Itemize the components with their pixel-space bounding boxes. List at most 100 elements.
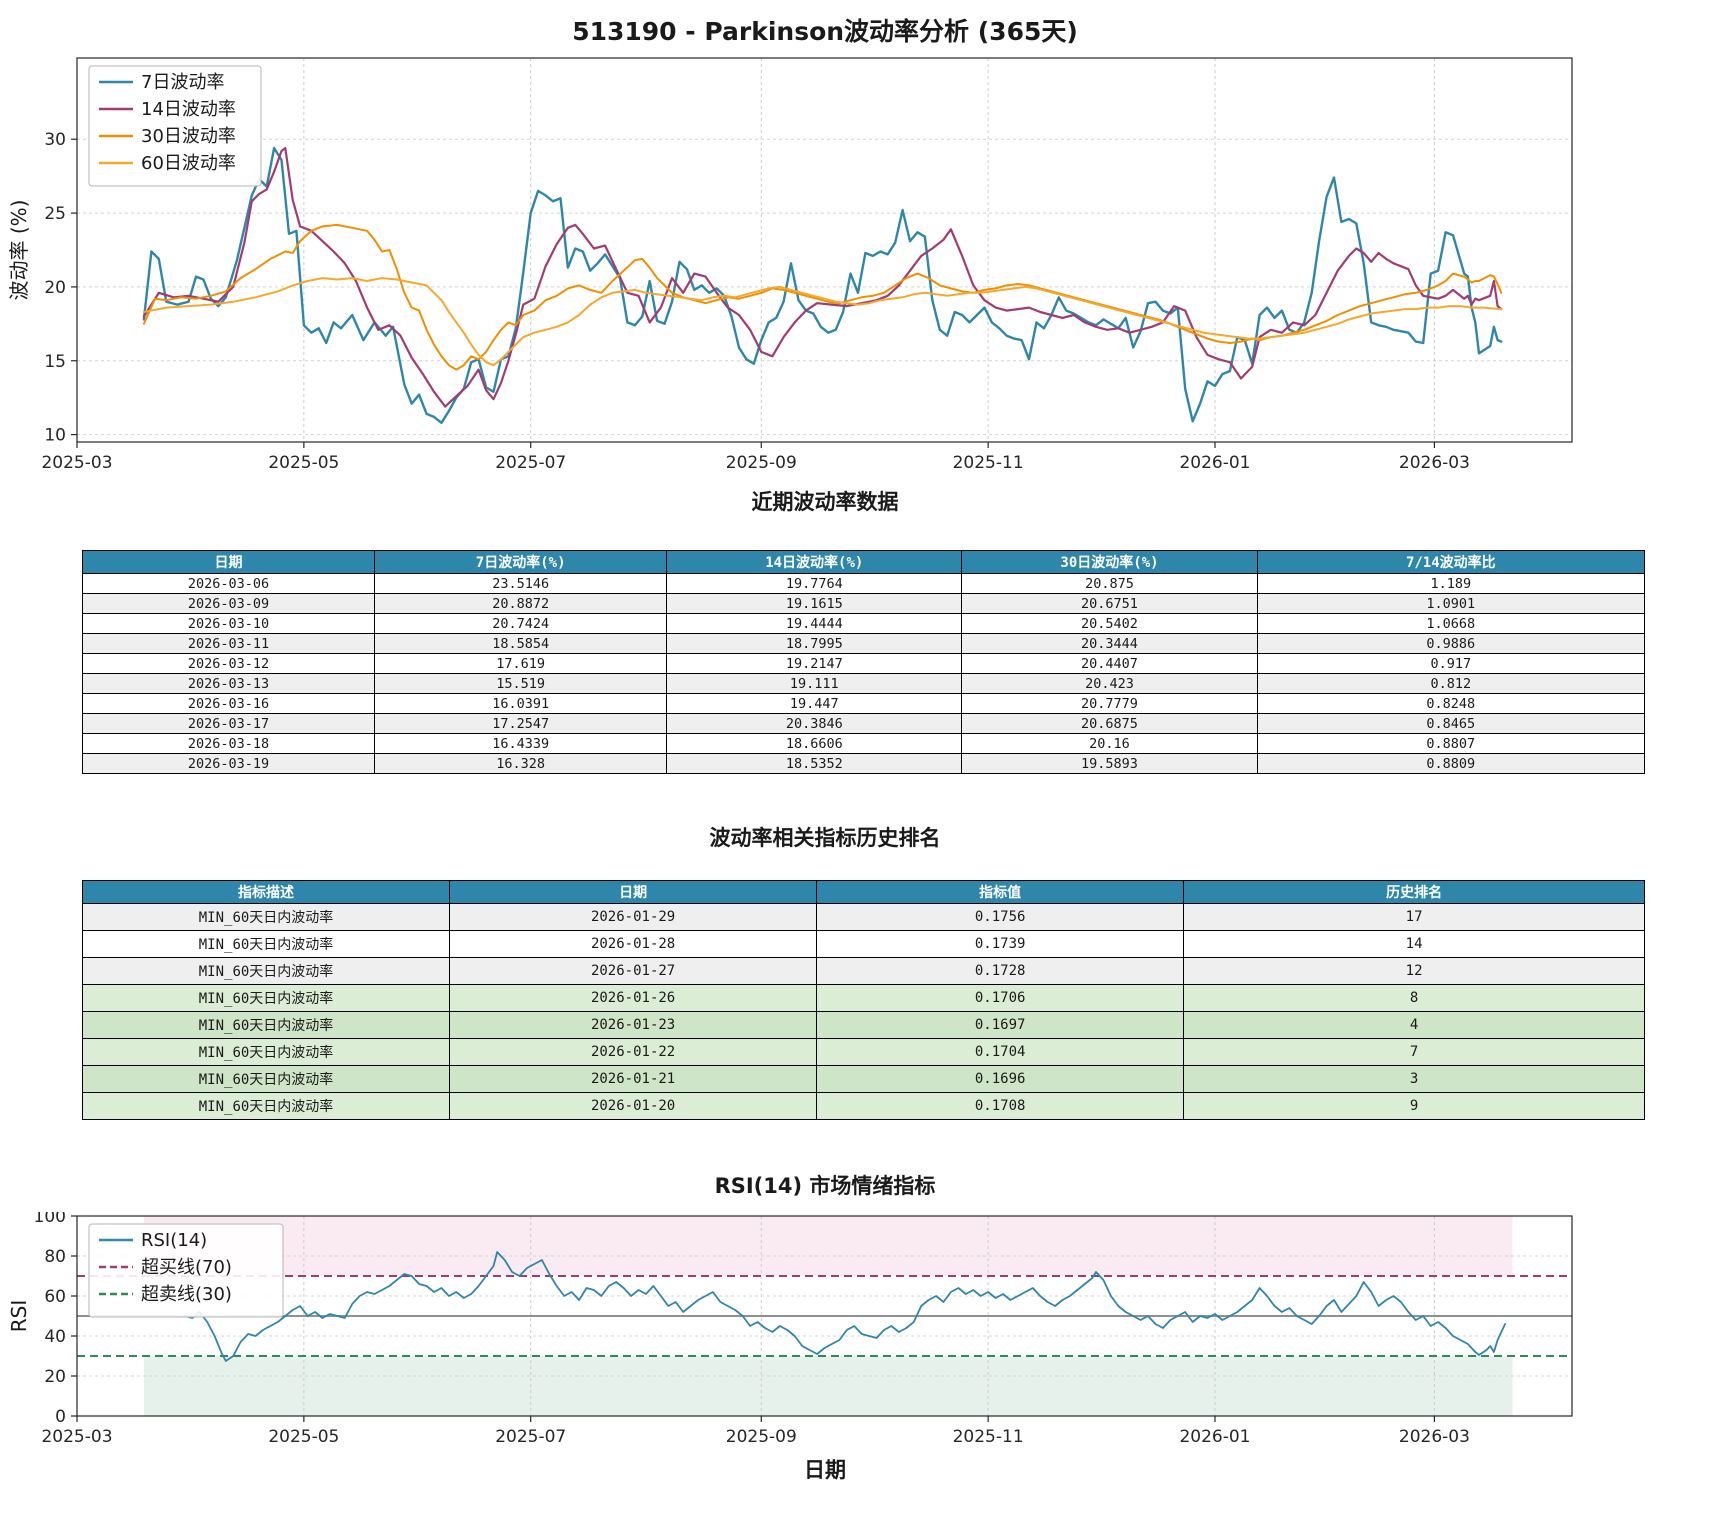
table-cell: 20.3444	[961, 633, 1258, 654]
table-cell: 20.16	[961, 733, 1258, 754]
table-cell: 2026-01-20	[449, 1092, 818, 1120]
column-header: 14日波动率(%)	[666, 550, 963, 574]
table-cell: 3	[1183, 1065, 1645, 1093]
table-cell: 0.1728	[816, 957, 1185, 985]
table-row: 2026-03-13 15.519 19.111 20.423 0.812	[81, 673, 1646, 694]
table-cell: 20.7424	[374, 613, 668, 634]
table-cell: 20.3846	[666, 713, 963, 734]
y-tick-label: 20	[44, 1367, 66, 1387]
volatility-rank-table: 指标描述 日期 指标值 历史排名 MIN_60天日内波动率 2026-01-29 0.175…	[81, 880, 1645, 1120]
table-cell: 16.328	[374, 753, 668, 774]
vol-chart-title: 513190 - Parkinson波动率分析 (365天)	[572, 17, 1078, 46]
column-header: 30日波动率(%)	[961, 550, 1258, 574]
x-tick-label: 2026-01	[1179, 1427, 1250, 1447]
column-header: 指标值	[816, 880, 1185, 904]
y-tick-label: 20	[44, 278, 66, 298]
y-tick-label: 30	[44, 130, 66, 150]
table-cell: 2026-03-06	[81, 573, 376, 594]
table-cell: 2026-03-17	[81, 713, 376, 734]
table-cell: 0.1756	[816, 903, 1185, 931]
table-cell: 0.1704	[816, 1038, 1185, 1066]
table-cell: 15.519	[374, 673, 668, 694]
x-tick-label: 2025-09	[726, 453, 797, 473]
table-cell: 2026-03-13	[81, 673, 376, 694]
y-tick-label: 60	[44, 1287, 66, 1307]
legend-box	[88, 1223, 284, 1318]
series-line-60日波动率	[142, 277, 1503, 367]
table-cell: 2026-01-23	[449, 1011, 818, 1039]
table-cell: 0.8248	[1256, 693, 1646, 714]
table-row: MIN_60天日内波动率 2026-01-26 0.1706 8	[81, 984, 1645, 1012]
table-row: 2026-03-17 17.2547 20.3846 20.6875 0.8465	[81, 713, 1646, 734]
x-tick-label: 2025-11	[953, 1427, 1024, 1447]
table-cell: 20.8872	[374, 593, 668, 614]
table-cell: 20.5402	[961, 613, 1258, 634]
legend-label: 30日波动率	[141, 126, 236, 147]
table-cell: 19.7764	[666, 573, 963, 594]
table-cell: 2026-01-21	[449, 1065, 818, 1093]
legend-label: 14日波动率	[141, 99, 236, 120]
table-cell: 2026-01-28	[449, 930, 818, 958]
series-line-7日波动率	[142, 146, 1503, 424]
y-tick-label: 25	[44, 204, 66, 224]
table-row: MIN_60天日内波动率 2026-01-20 0.1708 9	[81, 1092, 1645, 1120]
table-cell: 14	[1183, 930, 1645, 958]
x-tick-label: 2025-05	[268, 1427, 339, 1447]
y-tick-label: 40	[44, 1327, 66, 1347]
table-cell: 9	[1183, 1092, 1645, 1120]
table-row: 2026-03-12 17.619 19.2147 20.4407 0.917	[81, 653, 1646, 674]
table-cell: 19.111	[666, 673, 963, 694]
table-cell: 18.6606	[666, 733, 963, 754]
y-tick-label: 100	[34, 1212, 66, 1227]
table-cell: 18.5854	[374, 633, 668, 654]
table-cell: 0.9886	[1256, 633, 1646, 654]
table-cell: 20.4407	[961, 653, 1258, 674]
table-cell: 2026-03-19	[81, 753, 376, 774]
table-row: 2026-03-09 20.8872 19.1615 20.6751 1.0901	[81, 593, 1646, 614]
rsi-chart-title: RSI(14) 市场情绪指标	[714, 1174, 936, 1198]
table-cell: 0.1708	[816, 1092, 1185, 1120]
column-header: 日期	[449, 880, 818, 904]
x-tick-label: 2025-11	[953, 453, 1024, 473]
table-cell: 2026-03-18	[81, 733, 376, 754]
table-cell: 1.189	[1256, 573, 1646, 594]
legend-box	[88, 65, 262, 187]
x-tick-label: 2025-07	[495, 453, 566, 473]
x-tick-label: 2026-01	[1179, 453, 1250, 473]
table-cell: 0.8807	[1256, 733, 1646, 754]
table-cell: 0.8809	[1256, 753, 1646, 774]
vol-chart-xlabel: 近期波动率数据	[751, 490, 899, 514]
table-cell: MIN_60天日内波动率	[81, 1065, 451, 1093]
table-row: 2026-03-18 16.4339 18.6606 20.16 0.8807	[81, 733, 1646, 754]
table-cell: 17.619	[374, 653, 668, 674]
table-cell: 17	[1183, 903, 1645, 931]
table-cell: 0.1697	[816, 1011, 1185, 1039]
column-header: 日期	[81, 550, 376, 574]
table-cell: 2026-03-12	[81, 653, 376, 674]
legend-label: 超买线(70)	[141, 1257, 232, 1278]
table-cell: 20.875	[961, 573, 1258, 594]
table-cell: 20.423	[961, 673, 1258, 694]
table-row: 2026-03-19 16.328 18.5352 19.5893 0.8809	[81, 753, 1646, 774]
table-cell: 20.6751	[961, 593, 1258, 614]
table-cell: MIN_60天日内波动率	[81, 1038, 451, 1066]
table-row: MIN_60天日内波动率 2026-01-22 0.1704 7	[81, 1038, 1645, 1066]
table-cell: 20.6875	[961, 713, 1258, 734]
table-cell: 20.7779	[961, 693, 1258, 714]
table-cell: 2026-01-27	[449, 957, 818, 985]
table-row: 2026-03-16 16.0391 19.447 20.7779 0.8248	[81, 693, 1646, 714]
oversold-band	[143, 1356, 1513, 1416]
legend-label: 60日波动率	[141, 153, 236, 174]
table-cell: 18.5352	[666, 753, 963, 774]
table-cell: 12	[1183, 957, 1645, 985]
x-tick-label: 2025-07	[495, 1427, 566, 1447]
table-cell: 4	[1183, 1011, 1645, 1039]
rsi-chart: 2025-03 2025-05 2025-07 2025-09 2025-11 2026-…	[7, 1212, 1573, 1447]
legend-label: 超卖线(30)	[141, 1284, 232, 1305]
table-cell: MIN_60天日内波动率	[81, 1092, 451, 1120]
table-cell: 2026-01-29	[449, 903, 818, 931]
table-cell: 19.1615	[666, 593, 963, 614]
table-cell: 16.4339	[374, 733, 668, 754]
rank-table-title: 波动率相关指标历史排名	[709, 826, 941, 850]
table-cell: 17.2547	[374, 713, 668, 734]
